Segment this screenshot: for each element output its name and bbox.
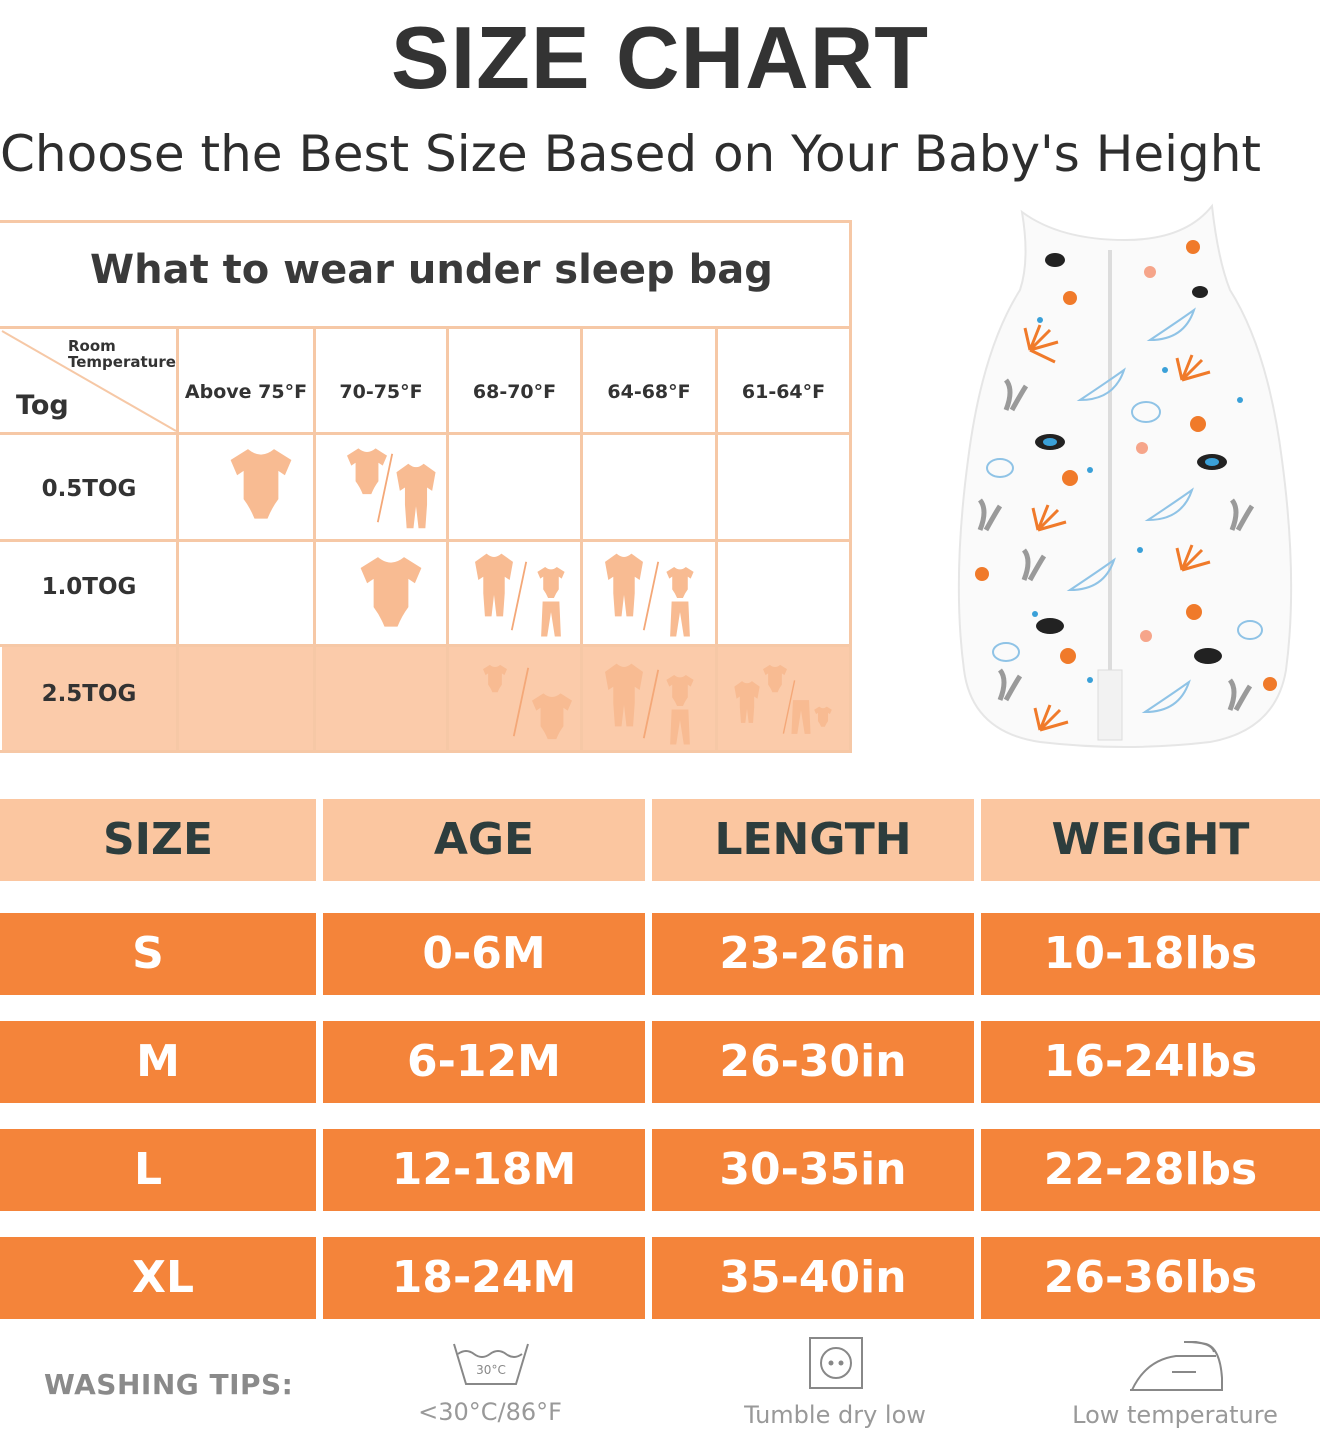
tog-col-4 — [580, 326, 583, 753]
tog-table-heading: What to wear under sleep bag — [90, 247, 773, 293]
bodysuit-icon — [662, 674, 698, 708]
size-cell-length: 35-40in — [652, 1237, 974, 1319]
pants-icon — [667, 708, 693, 746]
tog-row-2-5-highlight — [2, 647, 851, 751]
size-col-gap — [316, 1237, 323, 1319]
sleeper-icon — [730, 680, 764, 724]
divider-slash-icon — [642, 664, 660, 744]
jacket-icon — [473, 664, 517, 694]
size-cell-weight: 16-24lbs — [981, 1021, 1320, 1103]
size-cell-extension — [296, 1129, 316, 1211]
tog-col-3 — [446, 326, 449, 753]
size-header-size: SIZE — [0, 799, 316, 881]
temp-header-68-70: 68-70°F — [472, 381, 557, 403]
divider-slash-icon — [376, 448, 394, 528]
size-cell-size: XL — [0, 1237, 326, 1319]
size-cell-weight: 26-36lbs — [981, 1237, 1320, 1319]
page-title: SIZE CHART — [391, 8, 929, 107]
pants-icon — [667, 600, 693, 638]
wash-30-icon: 30°C — [453, 1343, 529, 1385]
sleeper-icon — [602, 552, 646, 618]
size-cell-size: M — [0, 1021, 316, 1103]
size-cell-extension — [296, 913, 316, 995]
tog-label-2-5: 2.5TOG — [41, 681, 137, 707]
size-header-weight: WEIGHT — [981, 799, 1320, 881]
tog-line-2 — [0, 432, 852, 435]
size-cell-size: S — [0, 913, 296, 995]
tumble-dry-icon — [809, 1337, 863, 1389]
bodysuit-icon — [228, 447, 294, 523]
tog-col-5 — [715, 326, 718, 753]
low-temperature-tip: Low temperature — [1072, 1401, 1278, 1429]
temp-header-64-68: 64-68°F — [607, 381, 691, 403]
tog-col-2 — [313, 326, 316, 753]
page-subtitle: Choose the Best Size Based on Your Baby'… — [0, 125, 1262, 183]
pants-icon — [538, 600, 564, 638]
sleep-bag-product-image — [957, 203, 1293, 748]
tog-line-4 — [0, 644, 852, 647]
tog-border-top — [0, 220, 852, 223]
divider-slash-icon — [510, 556, 528, 636]
divider-slash-icon — [512, 662, 530, 742]
tog-label-1-0: 1.0TOG — [41, 574, 137, 600]
size-cell-length: 23-26in — [652, 913, 974, 995]
size-cell-age: 6-12M — [323, 1021, 645, 1103]
tog-line-3 — [0, 539, 852, 542]
corner-diagonal — [1, 330, 177, 432]
bodysuit-icon — [358, 555, 424, 631]
size-header-length: LENGTH — [652, 799, 974, 881]
corner-room-label: Room Temperature — [68, 337, 176, 371]
temp-header-70-75: 70-75°F — [339, 381, 423, 403]
bodysuit-icon — [530, 692, 574, 742]
divider-slash-icon — [642, 556, 660, 636]
size-cell-age: 18-24M — [323, 1237, 645, 1319]
size-header-age: AGE — [323, 799, 645, 881]
iron-icon — [1130, 1341, 1223, 1391]
wash-temp-tip: <30°C/86°F — [418, 1398, 562, 1426]
svg-text:30°C: 30°C — [476, 1363, 506, 1377]
tog-border-right — [849, 220, 852, 753]
size-cell-weight: 22-28lbs — [981, 1129, 1320, 1211]
tog-line-1 — [0, 326, 852, 329]
tog-col-1 — [176, 326, 179, 753]
tumble-dry-tip: Tumble dry low — [744, 1401, 926, 1429]
bodysuit-icon — [662, 566, 698, 600]
size-cell-weight: 10-18lbs — [981, 913, 1320, 995]
sleeper-icon — [602, 662, 646, 728]
bodysuit-icon — [533, 566, 569, 600]
temp-header-above-75: Above 75°F — [184, 381, 308, 403]
size-cell-age: 0-6M — [323, 913, 645, 995]
size-cell-length: 30-35in — [652, 1129, 974, 1211]
tog-border-bottom — [0, 750, 852, 753]
size-cell-size: L — [0, 1129, 296, 1211]
size-cell-age: 12-18M — [323, 1129, 645, 1211]
jacket-icon — [808, 706, 838, 728]
size-cell-length: 26-30in — [652, 1021, 974, 1103]
tog-label-0-5: 0.5TOG — [41, 476, 137, 502]
temp-header-61-64: 61-64°F — [741, 381, 826, 403]
washing-tips-label: WASHING TIPS: — [44, 1368, 294, 1401]
corner-tog-label: Tog — [16, 390, 69, 421]
sleeper-icon — [393, 462, 439, 530]
